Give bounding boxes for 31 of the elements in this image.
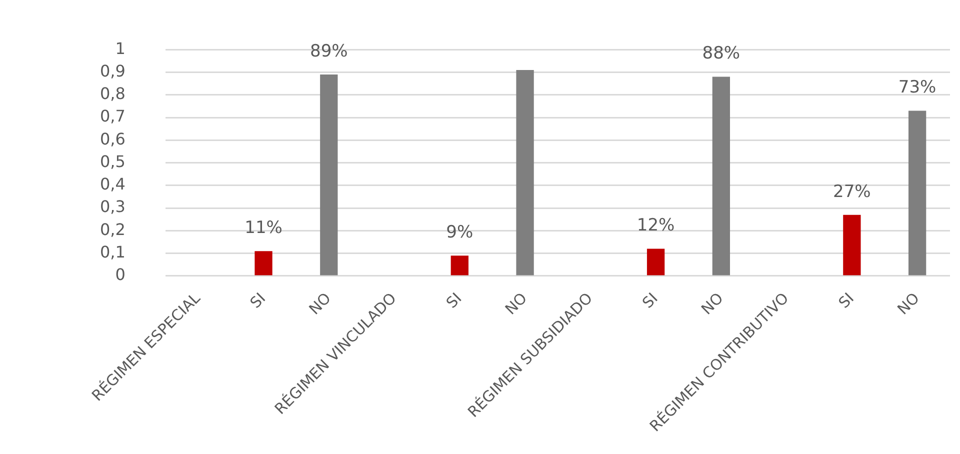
data-label: 89% [310,41,348,62]
y-tick-label: 0,2 [100,220,126,239]
y-tick-label: 0,3 [100,197,126,216]
y-tick-label: 0,7 [100,106,126,126]
bar [254,251,272,276]
y-tick-label: 0,5 [100,152,126,171]
data-label: 73% [898,78,936,98]
data-label: 9% [446,222,474,243]
y-tick-label: 1 [115,38,126,58]
bar [516,70,534,276]
x-tick-label: SI [834,289,858,312]
bar [450,256,468,276]
bar [712,76,730,276]
y-tick-label: 0,8 [100,84,126,104]
y-tick-label: 0 [115,265,126,284]
data-label: 88% [702,44,740,64]
data-label: 12% [636,216,675,236]
data-label: 27% [833,182,871,202]
y-tick-label: 0,4 [100,174,126,194]
bar [843,214,861,276]
y-tick-label: 0,1 [100,242,126,262]
data-label: 11% [244,218,282,238]
x-tick-label: NO [894,289,923,318]
x-tick-label: SI [246,289,270,312]
bar [646,248,665,276]
bar [320,74,338,276]
bar [908,110,926,276]
y-tick-label: 0,6 [100,129,126,148]
y-tick-label: 0,9 [100,61,126,80]
x-tick-label: SI [442,289,466,312]
x-tick-label: SI [638,289,662,312]
